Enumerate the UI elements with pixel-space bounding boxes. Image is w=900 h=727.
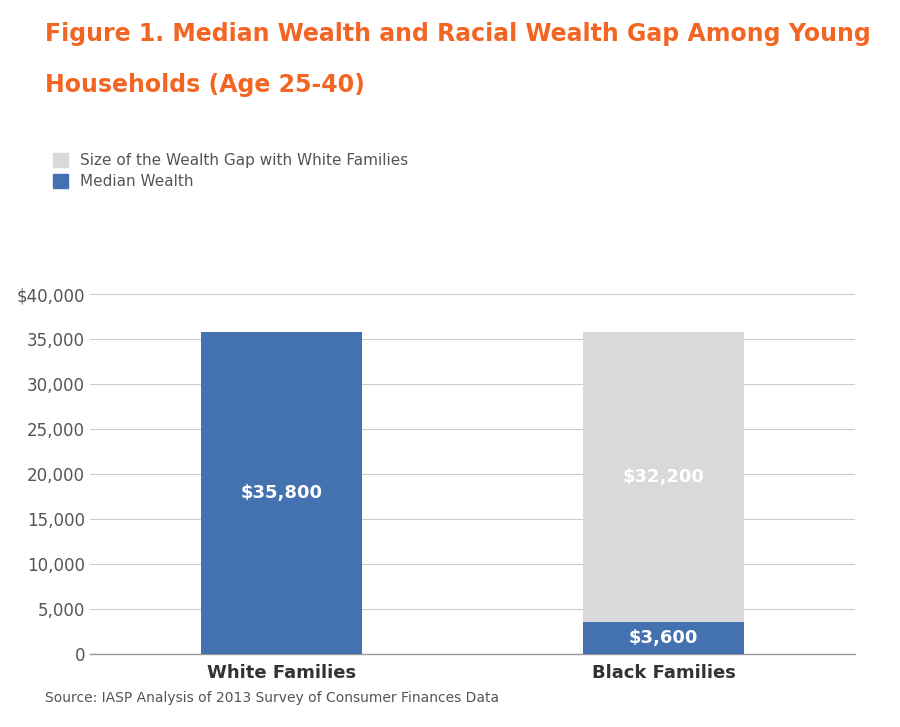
Text: Source: IASP Analysis of 2013 Survey of Consumer Finances Data: Source: IASP Analysis of 2013 Survey of … bbox=[45, 691, 500, 705]
Text: Figure 1. Median Wealth and Racial Wealth Gap Among Young: Figure 1. Median Wealth and Racial Wealt… bbox=[45, 22, 871, 46]
Bar bbox=[583, 332, 744, 622]
Bar bbox=[201, 332, 362, 654]
Text: $32,200: $32,200 bbox=[623, 468, 705, 486]
Bar bbox=[583, 622, 744, 654]
Text: $3,600: $3,600 bbox=[629, 629, 698, 647]
Text: Households (Age 25-40): Households (Age 25-40) bbox=[45, 73, 365, 97]
Legend: Size of the Wealth Gap with White Families, Median Wealth: Size of the Wealth Gap with White Famili… bbox=[52, 153, 409, 189]
Text: $35,800: $35,800 bbox=[240, 484, 322, 502]
